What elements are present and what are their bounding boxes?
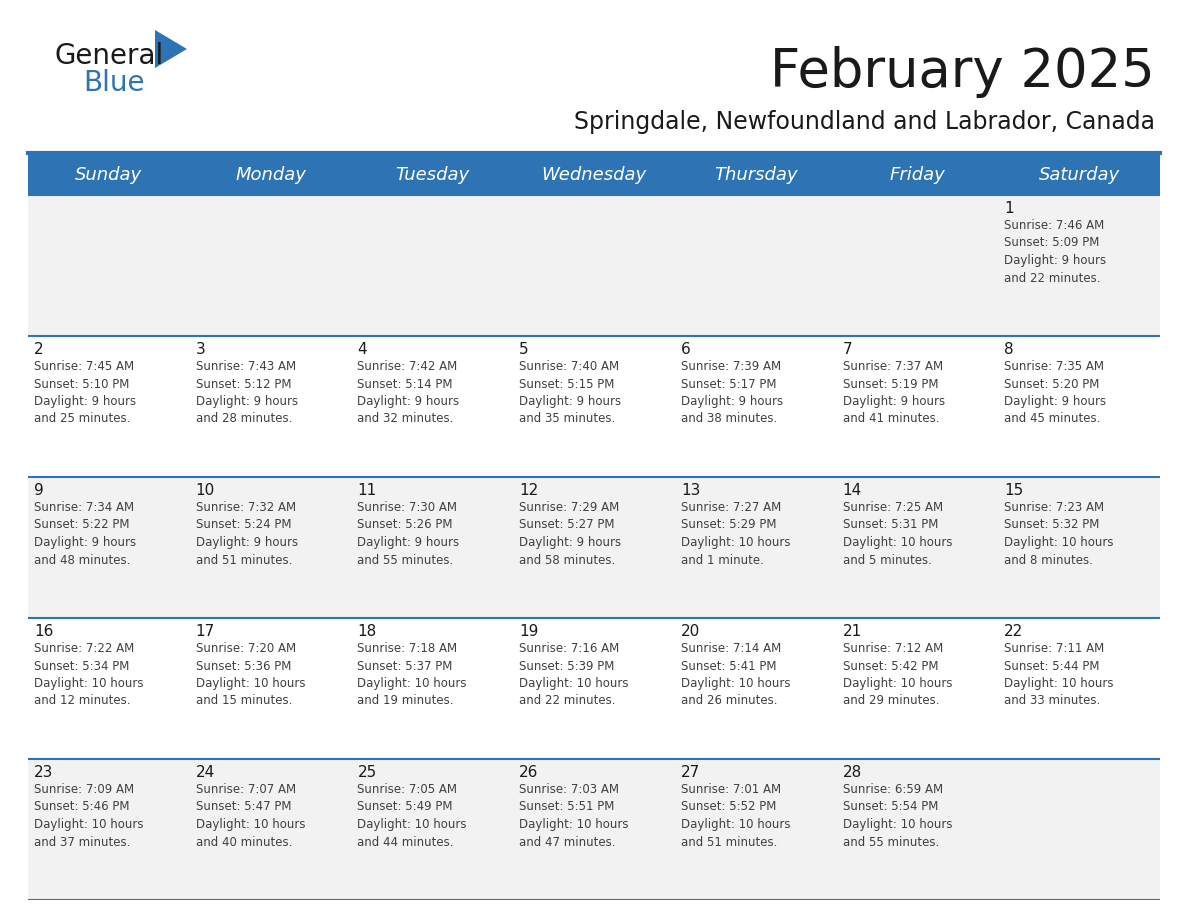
Text: 15: 15 — [1004, 483, 1024, 498]
Text: 8: 8 — [1004, 342, 1013, 357]
Text: Sunrise: 6:59 AM
Sunset: 5:54 PM
Daylight: 10 hours
and 55 minutes.: Sunrise: 6:59 AM Sunset: 5:54 PM Dayligh… — [842, 783, 952, 848]
FancyBboxPatch shape — [29, 759, 1159, 900]
Text: 12: 12 — [519, 483, 538, 498]
Text: Wednesday: Wednesday — [542, 166, 646, 184]
Text: Sunrise: 7:12 AM
Sunset: 5:42 PM
Daylight: 10 hours
and 29 minutes.: Sunrise: 7:12 AM Sunset: 5:42 PM Dayligh… — [842, 642, 952, 708]
Text: Sunrise: 7:20 AM
Sunset: 5:36 PM
Daylight: 10 hours
and 15 minutes.: Sunrise: 7:20 AM Sunset: 5:36 PM Dayligh… — [196, 642, 305, 708]
FancyBboxPatch shape — [29, 336, 1159, 477]
Text: 26: 26 — [519, 765, 538, 780]
FancyBboxPatch shape — [29, 618, 1159, 759]
Text: Sunrise: 7:14 AM
Sunset: 5:41 PM
Daylight: 10 hours
and 26 minutes.: Sunrise: 7:14 AM Sunset: 5:41 PM Dayligh… — [681, 642, 790, 708]
Text: Sunrise: 7:23 AM
Sunset: 5:32 PM
Daylight: 10 hours
and 8 minutes.: Sunrise: 7:23 AM Sunset: 5:32 PM Dayligh… — [1004, 501, 1114, 566]
Text: 9: 9 — [34, 483, 44, 498]
Text: Sunday: Sunday — [75, 166, 143, 184]
Text: 19: 19 — [519, 624, 538, 639]
Polygon shape — [154, 30, 187, 68]
Text: Sunrise: 7:03 AM
Sunset: 5:51 PM
Daylight: 10 hours
and 47 minutes.: Sunrise: 7:03 AM Sunset: 5:51 PM Dayligh… — [519, 783, 628, 848]
Text: 11: 11 — [358, 483, 377, 498]
Text: 28: 28 — [842, 765, 861, 780]
Text: 4: 4 — [358, 342, 367, 357]
FancyBboxPatch shape — [29, 195, 1159, 336]
Text: 20: 20 — [681, 624, 700, 639]
Text: February 2025: February 2025 — [770, 46, 1155, 98]
FancyBboxPatch shape — [29, 155, 1159, 195]
Text: 27: 27 — [681, 765, 700, 780]
Text: 5: 5 — [519, 342, 529, 357]
Text: Sunrise: 7:29 AM
Sunset: 5:27 PM
Daylight: 9 hours
and 58 minutes.: Sunrise: 7:29 AM Sunset: 5:27 PM Dayligh… — [519, 501, 621, 566]
Text: Sunrise: 7:27 AM
Sunset: 5:29 PM
Daylight: 10 hours
and 1 minute.: Sunrise: 7:27 AM Sunset: 5:29 PM Dayligh… — [681, 501, 790, 566]
Text: General: General — [55, 42, 164, 70]
Text: 1: 1 — [1004, 201, 1013, 216]
Text: 13: 13 — [681, 483, 700, 498]
Text: Saturday: Saturday — [1038, 166, 1120, 184]
Text: Friday: Friday — [890, 166, 946, 184]
Text: Sunrise: 7:39 AM
Sunset: 5:17 PM
Daylight: 9 hours
and 38 minutes.: Sunrise: 7:39 AM Sunset: 5:17 PM Dayligh… — [681, 360, 783, 426]
Text: Sunrise: 7:07 AM
Sunset: 5:47 PM
Daylight: 10 hours
and 40 minutes.: Sunrise: 7:07 AM Sunset: 5:47 PM Dayligh… — [196, 783, 305, 848]
Text: 23: 23 — [34, 765, 53, 780]
Text: Sunrise: 7:46 AM
Sunset: 5:09 PM
Daylight: 9 hours
and 22 minutes.: Sunrise: 7:46 AM Sunset: 5:09 PM Dayligh… — [1004, 219, 1106, 285]
Text: Monday: Monday — [235, 166, 307, 184]
Text: 2: 2 — [34, 342, 44, 357]
Text: 22: 22 — [1004, 624, 1024, 639]
Text: Blue: Blue — [83, 69, 145, 97]
Text: 6: 6 — [681, 342, 690, 357]
Text: Sunrise: 7:34 AM
Sunset: 5:22 PM
Daylight: 9 hours
and 48 minutes.: Sunrise: 7:34 AM Sunset: 5:22 PM Dayligh… — [34, 501, 137, 566]
Text: 21: 21 — [842, 624, 861, 639]
Text: 7: 7 — [842, 342, 852, 357]
Text: 25: 25 — [358, 765, 377, 780]
Text: Sunrise: 7:45 AM
Sunset: 5:10 PM
Daylight: 9 hours
and 25 minutes.: Sunrise: 7:45 AM Sunset: 5:10 PM Dayligh… — [34, 360, 137, 426]
Text: 14: 14 — [842, 483, 861, 498]
Text: 10: 10 — [196, 483, 215, 498]
Text: Sunrise: 7:18 AM
Sunset: 5:37 PM
Daylight: 10 hours
and 19 minutes.: Sunrise: 7:18 AM Sunset: 5:37 PM Dayligh… — [358, 642, 467, 708]
Text: Sunrise: 7:05 AM
Sunset: 5:49 PM
Daylight: 10 hours
and 44 minutes.: Sunrise: 7:05 AM Sunset: 5:49 PM Dayligh… — [358, 783, 467, 848]
Text: Sunrise: 7:16 AM
Sunset: 5:39 PM
Daylight: 10 hours
and 22 minutes.: Sunrise: 7:16 AM Sunset: 5:39 PM Dayligh… — [519, 642, 628, 708]
Text: 16: 16 — [34, 624, 53, 639]
Text: Sunrise: 7:25 AM
Sunset: 5:31 PM
Daylight: 10 hours
and 5 minutes.: Sunrise: 7:25 AM Sunset: 5:31 PM Dayligh… — [842, 501, 952, 566]
FancyBboxPatch shape — [29, 477, 1159, 618]
Text: 24: 24 — [196, 765, 215, 780]
Text: 18: 18 — [358, 624, 377, 639]
Text: Sunrise: 7:11 AM
Sunset: 5:44 PM
Daylight: 10 hours
and 33 minutes.: Sunrise: 7:11 AM Sunset: 5:44 PM Dayligh… — [1004, 642, 1114, 708]
Text: Sunrise: 7:22 AM
Sunset: 5:34 PM
Daylight: 10 hours
and 12 minutes.: Sunrise: 7:22 AM Sunset: 5:34 PM Dayligh… — [34, 642, 144, 708]
Text: Sunrise: 7:09 AM
Sunset: 5:46 PM
Daylight: 10 hours
and 37 minutes.: Sunrise: 7:09 AM Sunset: 5:46 PM Dayligh… — [34, 783, 144, 848]
Text: 17: 17 — [196, 624, 215, 639]
Text: Sunrise: 7:37 AM
Sunset: 5:19 PM
Daylight: 9 hours
and 41 minutes.: Sunrise: 7:37 AM Sunset: 5:19 PM Dayligh… — [842, 360, 944, 426]
Text: Sunrise: 7:43 AM
Sunset: 5:12 PM
Daylight: 9 hours
and 28 minutes.: Sunrise: 7:43 AM Sunset: 5:12 PM Dayligh… — [196, 360, 298, 426]
Text: Thursday: Thursday — [714, 166, 797, 184]
Text: Tuesday: Tuesday — [396, 166, 469, 184]
Text: Sunrise: 7:32 AM
Sunset: 5:24 PM
Daylight: 9 hours
and 51 minutes.: Sunrise: 7:32 AM Sunset: 5:24 PM Dayligh… — [196, 501, 298, 566]
Text: Sunrise: 7:42 AM
Sunset: 5:14 PM
Daylight: 9 hours
and 32 minutes.: Sunrise: 7:42 AM Sunset: 5:14 PM Dayligh… — [358, 360, 460, 426]
Text: Sunrise: 7:01 AM
Sunset: 5:52 PM
Daylight: 10 hours
and 51 minutes.: Sunrise: 7:01 AM Sunset: 5:52 PM Dayligh… — [681, 783, 790, 848]
Text: Sunrise: 7:40 AM
Sunset: 5:15 PM
Daylight: 9 hours
and 35 minutes.: Sunrise: 7:40 AM Sunset: 5:15 PM Dayligh… — [519, 360, 621, 426]
Text: Sunrise: 7:35 AM
Sunset: 5:20 PM
Daylight: 9 hours
and 45 minutes.: Sunrise: 7:35 AM Sunset: 5:20 PM Dayligh… — [1004, 360, 1106, 426]
Text: 3: 3 — [196, 342, 206, 357]
Text: Sunrise: 7:30 AM
Sunset: 5:26 PM
Daylight: 9 hours
and 55 minutes.: Sunrise: 7:30 AM Sunset: 5:26 PM Dayligh… — [358, 501, 460, 566]
Text: Springdale, Newfoundland and Labrador, Canada: Springdale, Newfoundland and Labrador, C… — [574, 110, 1155, 134]
